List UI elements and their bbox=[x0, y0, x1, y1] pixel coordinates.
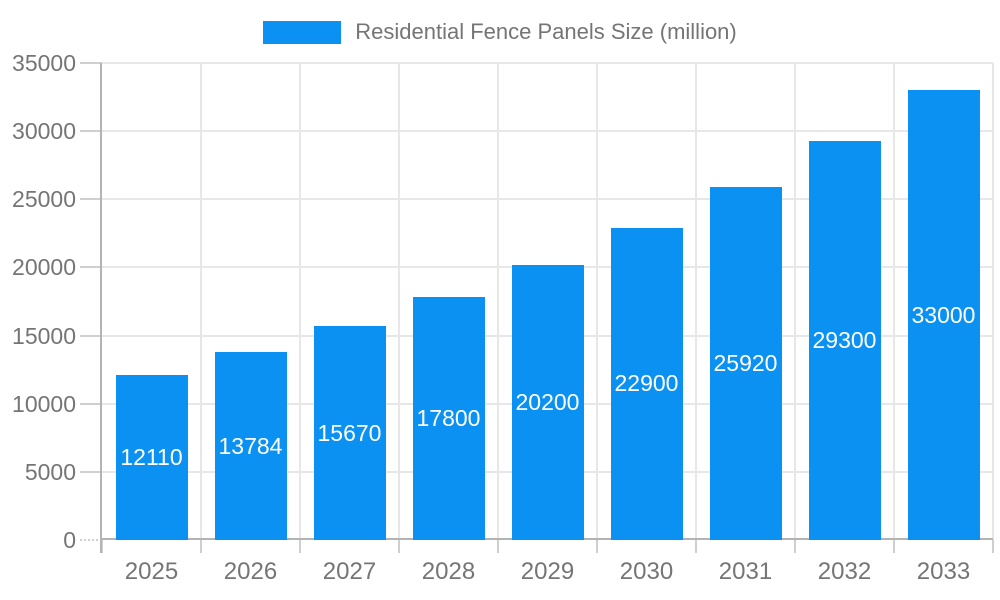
v-gridline bbox=[497, 63, 499, 540]
bar: 20200 bbox=[511, 264, 584, 540]
bar-value-label: 12110 bbox=[120, 443, 183, 470]
bar-value-label: 15670 bbox=[317, 419, 382, 446]
x-axis-label: 2031 bbox=[718, 558, 773, 585]
x-axis-tick bbox=[695, 540, 697, 553]
y-axis-tick bbox=[80, 402, 102, 405]
bar: 22900 bbox=[610, 227, 683, 540]
v-gridline bbox=[794, 63, 796, 540]
y-axis-label: 0 bbox=[63, 527, 76, 553]
x-axis-label: 2025 bbox=[124, 558, 179, 585]
x-axis-tick bbox=[992, 540, 994, 553]
y-axis-tick bbox=[80, 334, 102, 337]
h-gridline bbox=[102, 130, 993, 133]
x-axis-tick bbox=[497, 540, 499, 553]
x-axis-tick bbox=[299, 540, 301, 553]
h-gridline bbox=[102, 62, 993, 64]
x-axis-label: 2028 bbox=[421, 558, 476, 585]
y-axis-tick bbox=[80, 266, 102, 269]
v-gridline bbox=[992, 63, 994, 540]
x-axis-label: 2029 bbox=[520, 558, 575, 585]
x-axis-label: 2033 bbox=[916, 558, 971, 585]
y-axis-tick bbox=[80, 62, 102, 64]
x-axis-label: 2027 bbox=[322, 558, 377, 585]
h-gridline bbox=[102, 198, 993, 201]
bar-value-label: 20200 bbox=[515, 388, 580, 415]
x-axis-label: 2032 bbox=[817, 558, 872, 585]
x-axis-label: 2026 bbox=[223, 558, 278, 585]
y-axis-label: 5000 bbox=[24, 458, 76, 485]
x-axis-tick bbox=[398, 540, 400, 553]
x-axis-tick bbox=[794, 540, 796, 553]
bar: 13784 bbox=[214, 352, 287, 540]
v-gridline bbox=[200, 63, 202, 540]
bar: 25920 bbox=[709, 186, 782, 540]
chart-legend-item[interactable]: Residential Fence Panels Size (million) bbox=[0, 19, 1000, 45]
x-axis-tick bbox=[101, 540, 103, 553]
y-axis-label: 10000 bbox=[12, 390, 76, 417]
bar-value-label: 33000 bbox=[911, 301, 976, 328]
bar: 12110 bbox=[115, 374, 188, 540]
bar-value-label: 17800 bbox=[416, 405, 481, 432]
y-axis-tick bbox=[80, 470, 102, 473]
y-axis-tick bbox=[80, 539, 102, 541]
bar: 33000 bbox=[907, 90, 980, 540]
bar-value-label: 29300 bbox=[812, 326, 877, 353]
v-gridline bbox=[398, 63, 400, 540]
legend-swatch bbox=[263, 20, 342, 44]
y-axis-label: 15000 bbox=[12, 322, 76, 349]
y-axis-label: 30000 bbox=[12, 118, 76, 145]
bar-value-label: 13784 bbox=[218, 432, 283, 459]
bar: 17800 bbox=[412, 297, 485, 540]
x-axis-tick bbox=[200, 540, 202, 553]
v-gridline bbox=[695, 63, 697, 540]
y-axis-label: 35000 bbox=[12, 50, 76, 76]
y-axis-label: 25000 bbox=[12, 186, 76, 213]
bar-value-label: 22900 bbox=[614, 370, 679, 397]
v-gridline bbox=[893, 63, 895, 540]
bar-value-label: 25920 bbox=[713, 349, 778, 376]
y-axis-tick bbox=[80, 130, 102, 133]
bar: 15670 bbox=[313, 326, 386, 540]
v-gridline bbox=[596, 63, 598, 540]
v-gridline bbox=[299, 63, 301, 540]
legend-label: Residential Fence Panels Size (million) bbox=[355, 19, 737, 44]
x-axis-tick bbox=[596, 540, 598, 553]
x-axis-label: 2030 bbox=[619, 558, 674, 585]
y-axis-label: 20000 bbox=[12, 254, 76, 281]
y-axis-line bbox=[100, 63, 102, 553]
x-axis-tick bbox=[893, 540, 895, 553]
bar: 29300 bbox=[808, 140, 881, 540]
y-axis-tick bbox=[80, 198, 102, 201]
